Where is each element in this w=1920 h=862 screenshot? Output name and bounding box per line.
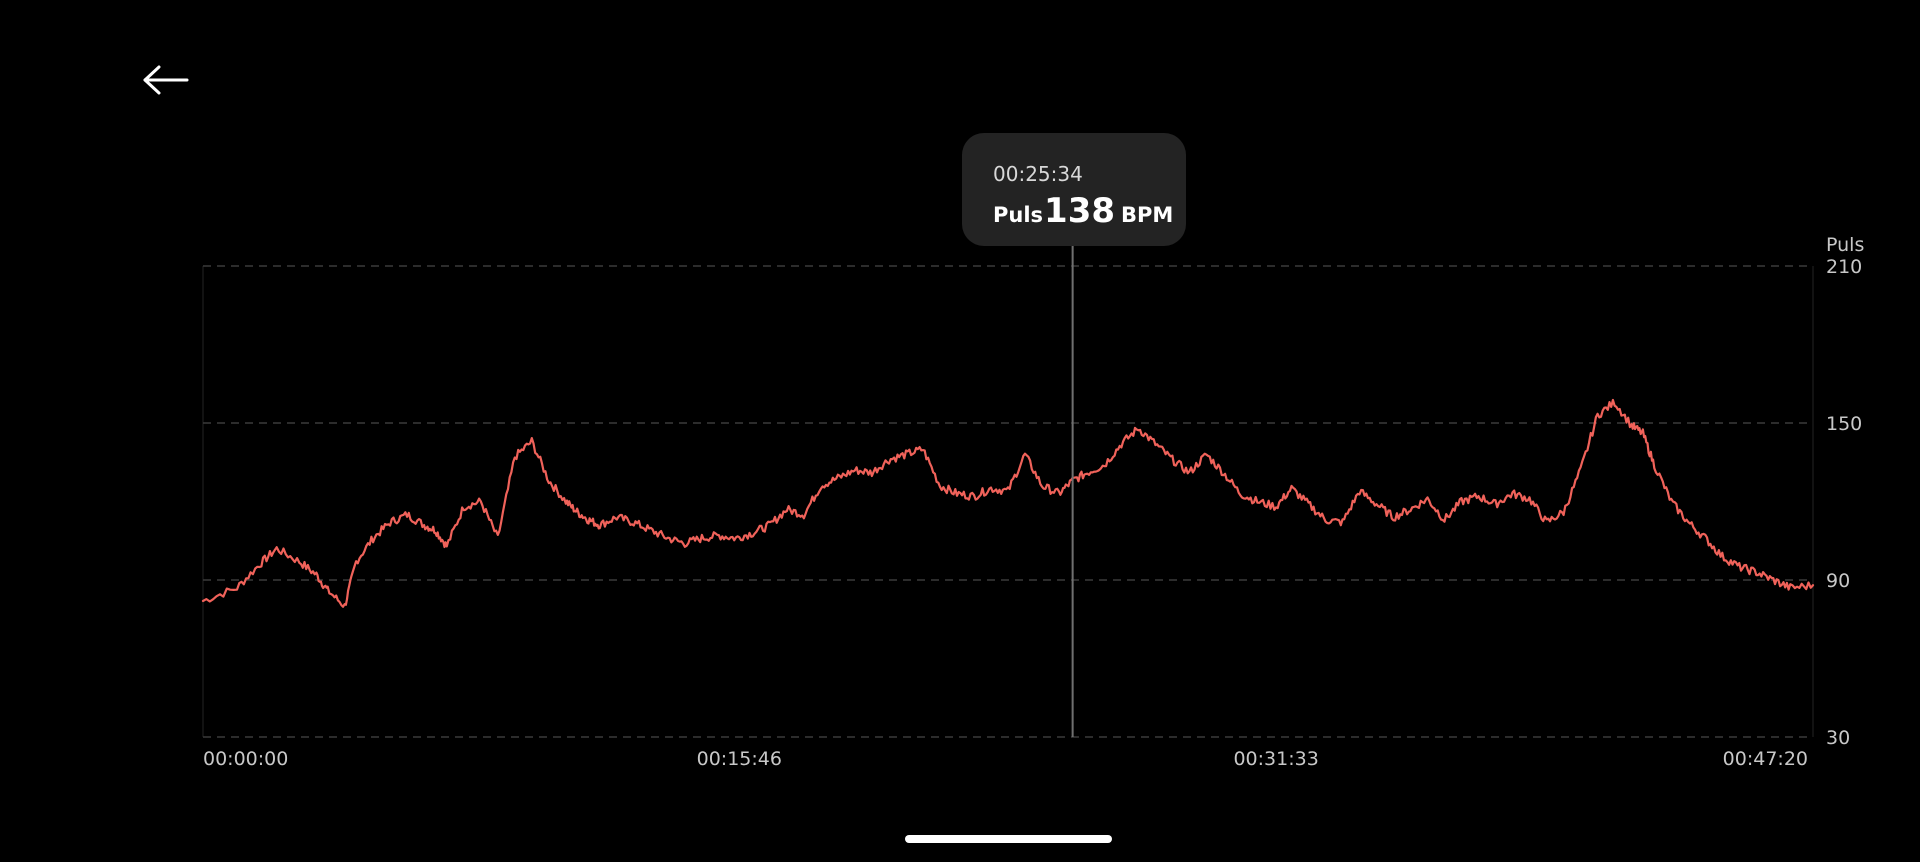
chart-labels: 210 150 90 30 Puls 00:00:00 00:15:46 00:31:33 00… (203, 234, 1864, 770)
tooltip-value: 138 (1044, 191, 1116, 231)
tooltip-metric-label: Puls (993, 203, 1044, 227)
y-tick-label: 150 (1826, 413, 1862, 435)
chart-series-layer (201, 398, 1815, 608)
home-indicator[interactable] (905, 835, 1112, 843)
x-tick-label: 00:15:46 (697, 748, 782, 770)
x-tick-label: 00:31:33 (1233, 748, 1318, 770)
y-tick-label: 210 (1826, 256, 1862, 278)
heart-rate-series-line (201, 398, 1815, 608)
tooltip-time: 00:25:34 (993, 162, 1083, 186)
chart-tooltip: 00:25:34 Puls 138 BPM (962, 133, 1186, 246)
tooltip-value-row: Puls 138 BPM (993, 191, 1186, 231)
back-button[interactable] (136, 56, 196, 104)
y-tick-label: 90 (1826, 570, 1850, 592)
arrow-left-icon (143, 65, 189, 95)
tooltip-unit: BPM (1121, 203, 1174, 227)
chart-grid (202, 265, 1814, 738)
y-axis-title: Puls (1826, 234, 1864, 256)
x-tick-label: 00:47:20 (1723, 748, 1808, 770)
x-tick-label: 00:00:00 (203, 748, 288, 770)
y-tick-label: 30 (1826, 727, 1850, 749)
